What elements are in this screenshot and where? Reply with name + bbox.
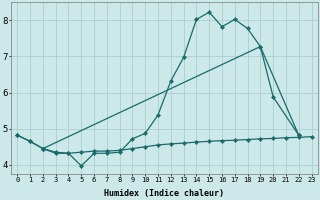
X-axis label: Humidex (Indice chaleur): Humidex (Indice chaleur) [104, 189, 224, 198]
